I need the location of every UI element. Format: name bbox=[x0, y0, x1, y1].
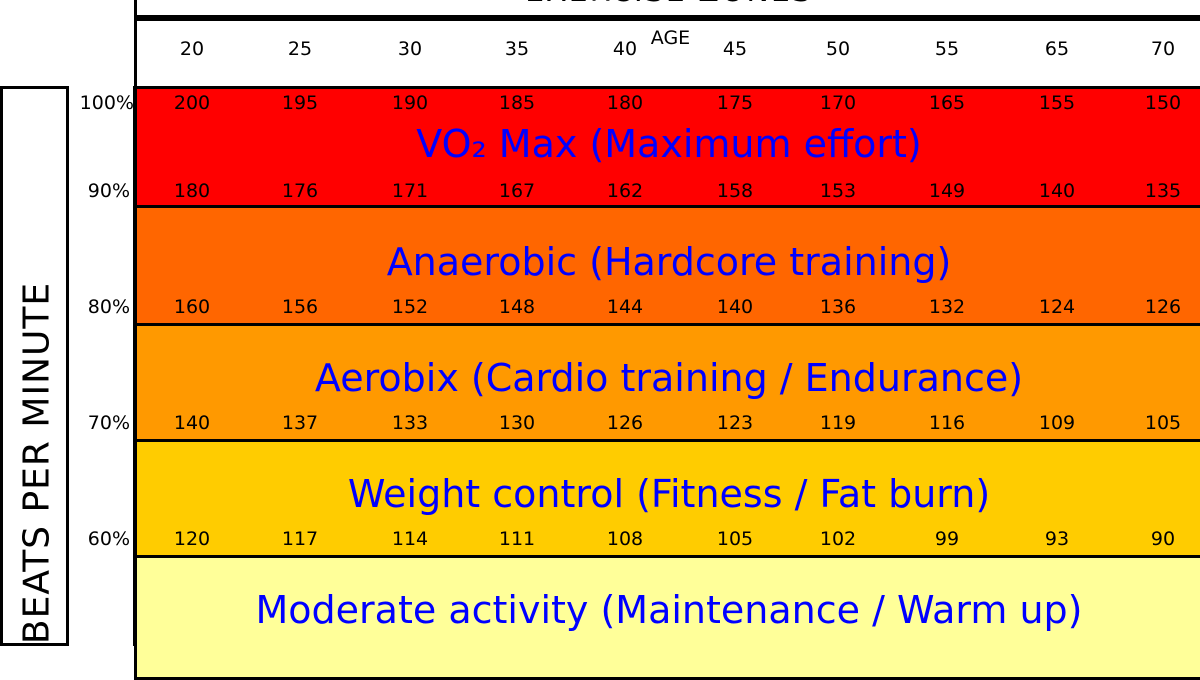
bpm-value: 105 bbox=[716, 528, 754, 550]
bpm-value: 167 bbox=[498, 180, 536, 202]
bpm-value: 116 bbox=[928, 412, 966, 434]
age-tick: 40 bbox=[612, 38, 638, 60]
bpm-value: 156 bbox=[281, 296, 319, 318]
bpm-value: 124 bbox=[1038, 296, 1076, 318]
bpm-value: 185 bbox=[498, 92, 536, 114]
bpm-value: 180 bbox=[606, 92, 644, 114]
zone-label: VO₂ Max (Maximum effort) bbox=[416, 122, 922, 166]
age-tick: 35 bbox=[504, 38, 530, 60]
bpm-value: 155 bbox=[1038, 92, 1076, 114]
age-tick: 55 bbox=[934, 38, 960, 60]
zone-label: Moderate activity (Maintenance / Warm up… bbox=[255, 588, 1083, 632]
bpm-value: 171 bbox=[391, 180, 429, 202]
age-tick: 50 bbox=[825, 38, 851, 60]
bpm-value: 132 bbox=[928, 296, 966, 318]
bpm-value: 126 bbox=[606, 412, 644, 434]
bpm-value: 114 bbox=[391, 528, 429, 550]
bpm-value: 153 bbox=[819, 180, 857, 202]
percent-label: 90% bbox=[87, 180, 130, 202]
bpm-value: 160 bbox=[173, 296, 211, 318]
bpm-value: 99 bbox=[934, 528, 960, 550]
bpm-value: 140 bbox=[1038, 180, 1076, 202]
bpm-value: 93 bbox=[1044, 528, 1070, 550]
bpm-value: 109 bbox=[1038, 412, 1076, 434]
bpm-value: 140 bbox=[173, 412, 211, 434]
bpm-value: 176 bbox=[281, 180, 319, 202]
bpm-value: 135 bbox=[1144, 180, 1182, 202]
age-tick: 20 bbox=[179, 38, 205, 60]
bpm-value: 117 bbox=[281, 528, 319, 550]
bpm-value: 126 bbox=[1144, 296, 1182, 318]
bpm-value: 200 bbox=[173, 92, 211, 114]
zone-band bbox=[134, 86, 1200, 208]
bpm-value: 149 bbox=[928, 180, 966, 202]
percent-label: 80% bbox=[87, 296, 130, 318]
bpm-value: 190 bbox=[391, 92, 429, 114]
bpm-value: 123 bbox=[716, 412, 754, 434]
age-tick: 45 bbox=[722, 38, 748, 60]
zone-label: Anaerobic (Hardcore training) bbox=[386, 240, 952, 284]
age-tick: 30 bbox=[397, 38, 423, 60]
bpm-value: 180 bbox=[173, 180, 211, 202]
y-axis-label-box: BEATS PER MINUTE bbox=[0, 86, 69, 646]
bpm-value: 120 bbox=[173, 528, 211, 550]
bpm-value: 140 bbox=[716, 296, 754, 318]
percent-column bbox=[66, 86, 136, 646]
percent-label: 70% bbox=[87, 412, 130, 434]
bpm-value: 175 bbox=[716, 92, 754, 114]
bpm-value: 152 bbox=[391, 296, 429, 318]
chart-title: EXERCISE ZONES bbox=[137, 0, 1200, 9]
x-axis-label: AGE bbox=[650, 27, 691, 49]
bpm-value: 144 bbox=[606, 296, 644, 318]
age-tick: 65 bbox=[1044, 38, 1070, 60]
percent-label: 60% bbox=[87, 528, 130, 550]
bpm-value: 136 bbox=[819, 296, 857, 318]
y-axis-label: BEATS PER MINUTE bbox=[16, 281, 58, 645]
zone-band bbox=[134, 439, 1200, 558]
age-header: AGE bbox=[134, 18, 1200, 88]
bpm-value: 102 bbox=[819, 528, 857, 550]
bpm-value: 150 bbox=[1144, 92, 1182, 114]
zone-label: Weight control (Fitness / Fat burn) bbox=[347, 472, 991, 516]
zone-label: Aerobix (Cardio training / Endurance) bbox=[314, 356, 1024, 400]
bpm-value: 137 bbox=[281, 412, 319, 434]
bpm-value: 105 bbox=[1144, 412, 1182, 434]
bpm-value: 165 bbox=[928, 92, 966, 114]
bpm-value: 119 bbox=[819, 412, 857, 434]
age-tick: 70 bbox=[1150, 38, 1176, 60]
bpm-value: 108 bbox=[606, 528, 644, 550]
bpm-value: 162 bbox=[606, 180, 644, 202]
bpm-value: 90 bbox=[1150, 528, 1176, 550]
bpm-value: 158 bbox=[716, 180, 754, 202]
title-box: EXERCISE ZONES bbox=[134, 0, 1200, 18]
bpm-value: 148 bbox=[498, 296, 536, 318]
bpm-value: 111 bbox=[498, 528, 536, 550]
bpm-value: 130 bbox=[498, 412, 536, 434]
bpm-value: 133 bbox=[391, 412, 429, 434]
bpm-value: 195 bbox=[281, 92, 319, 114]
age-tick: 25 bbox=[287, 38, 313, 60]
bpm-value: 170 bbox=[819, 92, 857, 114]
percent-label: 100% bbox=[79, 92, 134, 114]
